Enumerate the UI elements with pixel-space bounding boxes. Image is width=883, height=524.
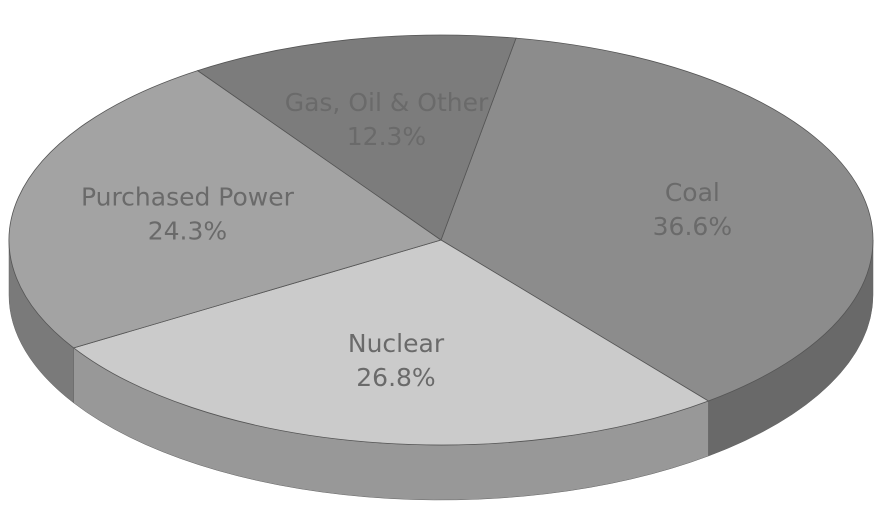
pie-slice: [72, 239, 710, 446]
slice-label: Gas, Oil & Other: [285, 88, 489, 117]
slice-value: 36.6%: [653, 212, 732, 241]
slice-value: 26.8%: [356, 363, 435, 392]
slice-value: 24.3%: [148, 216, 227, 245]
slice-label: Purchased Power: [81, 182, 295, 211]
pie-slice: [196, 34, 517, 241]
pie-slice: [8, 70, 442, 349]
pie-slice: [440, 37, 874, 402]
slice-value: 12.3%: [347, 122, 426, 151]
slice-label: Nuclear: [348, 329, 445, 358]
slice-label: Coal: [665, 178, 720, 207]
